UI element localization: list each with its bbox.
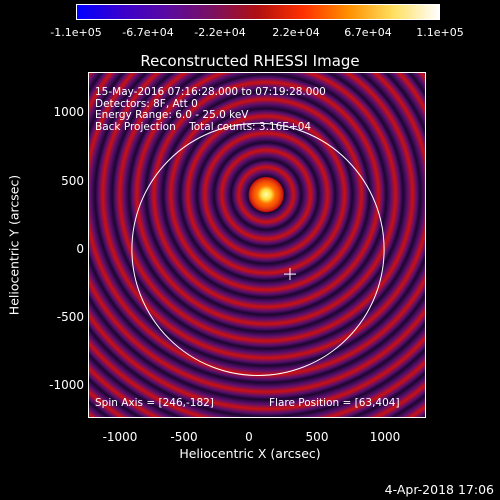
x-tick-label: 500 [305, 430, 329, 444]
timestamp: 4-Apr-2018 17:06 [384, 482, 494, 497]
x-axis-label: Heliocentric X (arcsec) [179, 446, 321, 461]
colorbar-tick-label: 2.2e+04 [272, 26, 320, 39]
y-tick-label: 1000 [53, 105, 84, 119]
rhessi-image-plot: 15-May-2016 07:16:28.000 to 07:19:28.000… [88, 72, 426, 418]
solar-limb [131, 122, 385, 376]
flare-position-label: Flare Position = [63,404] [269, 397, 400, 409]
colorbar-tick-label: -6.7e+04 [122, 26, 174, 39]
spin-axis-label: Spin Axis = [246,-182] [95, 397, 214, 409]
colorbar-tick-label: -1.1e+05 [50, 26, 102, 39]
colorbar-tick-label: -2.2e+04 [194, 26, 246, 39]
x-tick-label: 0 [245, 430, 253, 444]
x-tick-label: -500 [170, 430, 198, 444]
info-line: Back Projection Total counts: 3.16E+04 [95, 120, 312, 133]
rhessi-image-canvas [89, 73, 425, 417]
y-axis-label: Heliocentric Y (arcsec) [6, 174, 22, 316]
x-tick-label: -1000 [102, 430, 138, 444]
flare-source [252, 180, 281, 209]
info-line: Detectors: 8F, Att 0 [95, 97, 198, 110]
y-tick-label: -500 [56, 310, 84, 324]
colorbar [76, 4, 440, 20]
spin-axis-marker [283, 268, 296, 281]
y-tick-label: 500 [61, 174, 84, 188]
colorbar-tick-label: 1.1e+05 [416, 26, 464, 39]
y-tick-label: 0 [76, 242, 84, 256]
y-tick-label: -1000 [49, 378, 84, 392]
info-line: Energy Range: 6.0 - 25.0 keV [95, 109, 249, 121]
x-tick-label: 1000 [369, 430, 401, 444]
image-background [89, 73, 425, 417]
info-line: 15-May-2016 07:16:28.000 to 07:19:28.000 [95, 86, 326, 98]
image-title: Reconstructed RHESSI Image [140, 52, 360, 70]
colorbar-tick-label: 6.7e+04 [344, 26, 392, 39]
